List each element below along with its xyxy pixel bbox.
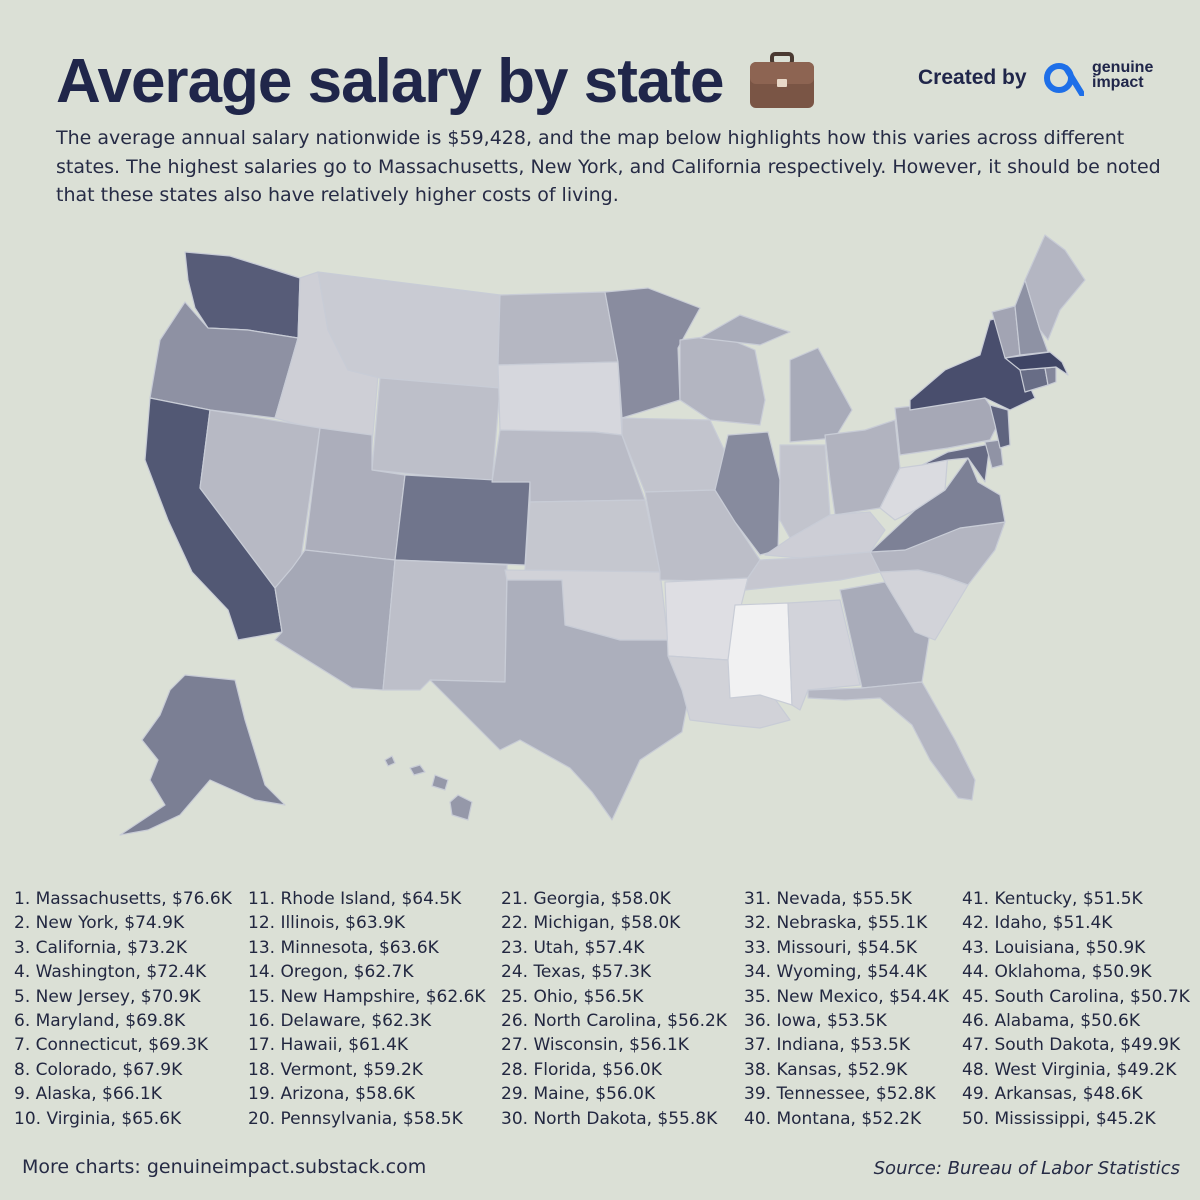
ranking-item: 18. Vermont, $59.2K	[248, 1059, 423, 1080]
ranking-item: 39. Tennessee, $52.8K	[744, 1084, 936, 1105]
state-FL	[807, 681, 976, 801]
state-MD	[921, 443, 991, 483]
ranking-item: 41. Kentucky, $51.5K	[962, 889, 1143, 909]
ranking-column-2: 11. Rhode Island, $64.5K 12. Illinois, $…	[248, 887, 486, 1131]
ranking-item: 21. Georgia, $58.0K	[501, 889, 671, 909]
ranking-item: 22. Michigan, $58.0K	[501, 913, 681, 934]
ranking-item: 26. North Carolina, $56.2K	[501, 1010, 727, 1031]
state-CO	[394, 474, 531, 566]
ranking-item: 50. Mississippi, $45.2K	[962, 1108, 1156, 1129]
page-title: Average salary by state	[56, 47, 724, 116]
ranking-item: 37. Indiana, $53.5K	[744, 1035, 910, 1056]
ranking-item: 44. Oklahoma, $50.9K	[962, 962, 1152, 983]
ranking-item: 43. Louisiana, $50.9K	[962, 937, 1146, 958]
ranking-column-5: 41. Kentucky, $51.5K 42. Idaho, $51.4K 4…	[962, 887, 1190, 1131]
ranking-item: 1. Massachusetts, $76.6K	[14, 889, 232, 909]
ranking-item: 10. Virginia, $65.6K	[14, 1108, 182, 1129]
ranking-column-4: 31. Nevada, $55.5K 32. Nebraska, $55.1K …	[744, 887, 949, 1131]
state-TX	[429, 579, 691, 821]
state-NJ	[989, 404, 1011, 449]
ranking-item: 47. South Dakota, $49.9K	[962, 1035, 1181, 1056]
ranking-item: 25. Ohio, $56.5K	[501, 986, 644, 1007]
state-ND	[497, 291, 619, 366]
briefcase-icon	[750, 52, 814, 108]
ranking-item: 32. Nebraska, $55.1K	[744, 913, 928, 934]
ranking-column-3: 21. Georgia, $58.0K 22. Michigan, $58.0K…	[501, 887, 727, 1131]
ranking-item: 24. Texas, $57.3K	[501, 962, 652, 983]
brand-name: genuine impact	[1092, 59, 1154, 91]
ranking-item: 4. Washington, $72.4K	[14, 962, 207, 983]
ranking-item: 35. New Mexico, $54.4K	[744, 986, 949, 1007]
ranking-item: 12. Illinois, $63.9K	[248, 913, 406, 934]
ranking-item: 40. Montana, $52.2K	[744, 1108, 922, 1129]
ranking-item: 23. Utah, $57.4K	[501, 937, 645, 958]
ranking-item: 49. Arkansas, $48.6K	[962, 1084, 1143, 1105]
state-MN	[604, 287, 701, 419]
ranking-item: 45. South Carolina, $50.7K	[962, 986, 1190, 1007]
ranking-column-1: 1. Massachusetts, $76.6K 2. New York, $7…	[14, 887, 232, 1131]
source-note: Source: Bureau of Labor Statistics	[873, 1158, 1180, 1179]
state-AZ	[274, 549, 396, 691]
description: The average annual salary nationwide is …	[56, 127, 1161, 206]
state-WY	[371, 377, 501, 483]
ranking-item: 9. Alaska, $66.1K	[14, 1084, 162, 1105]
state-NM	[382, 559, 508, 691]
ranking-item: 20. Pennsylvania, $58.5K	[248, 1108, 463, 1129]
ranking-item: 14. Oregon, $62.7K	[248, 962, 414, 983]
ranking-item: 30. North Dakota, $55.8K	[501, 1108, 718, 1129]
genuine-impact-logo-icon	[1044, 63, 1084, 96]
state-MA	[1004, 351, 1069, 376]
ranking-item: 7. Connecticut, $69.3K	[14, 1035, 209, 1056]
state-ME	[1024, 234, 1086, 341]
ranking-item: 13. Minnesota, $63.6K	[248, 937, 439, 958]
state-SD	[497, 361, 623, 436]
state-MS	[727, 602, 793, 706]
state-NH	[1014, 279, 1049, 356]
state-DE	[984, 439, 1004, 469]
state-HI	[384, 755, 473, 821]
more-charts-link[interactable]: More charts: genuineimpact.substack.com	[22, 1156, 427, 1178]
brand-line2: impact	[1092, 74, 1144, 91]
ranking-item: 5. New Jersey, $70.9K	[14, 986, 201, 1007]
ranking-item: 31. Nevada, $55.5K	[744, 889, 912, 909]
ranking-item: 34. Wyoming, $54.4K	[744, 962, 927, 983]
ranking-item: 19. Arizona, $58.6K	[248, 1084, 415, 1105]
ranking-item: 2. New York, $74.9K	[14, 913, 185, 934]
ranking-item: 16. Delaware, $62.3K	[248, 1010, 432, 1031]
ranking-item: 27. Wisconsin, $56.1K	[501, 1035, 689, 1056]
state-WI	[679, 334, 766, 426]
ranking-item: 8. Colorado, $67.9K	[14, 1059, 183, 1080]
state-CT	[1019, 367, 1049, 393]
brand-line1: genuine	[1092, 59, 1154, 76]
ranking-item: 15. New Hampshire, $62.6K	[248, 986, 486, 1007]
ranking-item: 6. Maryland, $69.8K	[14, 1010, 186, 1031]
ranking-item: 3. California, $73.2K	[14, 937, 187, 958]
ranking-item: 48. West Virginia, $49.2K	[962, 1059, 1177, 1080]
state-KS	[524, 499, 661, 573]
us-salary-map	[0, 220, 1200, 860]
ranking-item: 11. Rhode Island, $64.5K	[248, 889, 462, 909]
created-by-label: Created by	[918, 66, 1027, 89]
state-AK	[119, 674, 286, 836]
ranking-item: 42. Idaho, $51.4K	[962, 913, 1113, 934]
ranking-item: 46. Alabama, $50.6K	[962, 1010, 1141, 1031]
ranking-item: 36. Iowa, $53.5K	[744, 1010, 887, 1031]
ranking-item: 17. Hawaii, $61.4K	[248, 1035, 409, 1056]
ranking-item: 28. Florida, $56.0K	[501, 1059, 662, 1080]
state-WV	[879, 451, 949, 521]
ranking-item: 29. Maine, $56.0K	[501, 1084, 656, 1105]
ranking-item: 33. Missouri, $54.5K	[744, 937, 918, 958]
ranking-item: 38. Kansas, $52.9K	[744, 1059, 908, 1080]
